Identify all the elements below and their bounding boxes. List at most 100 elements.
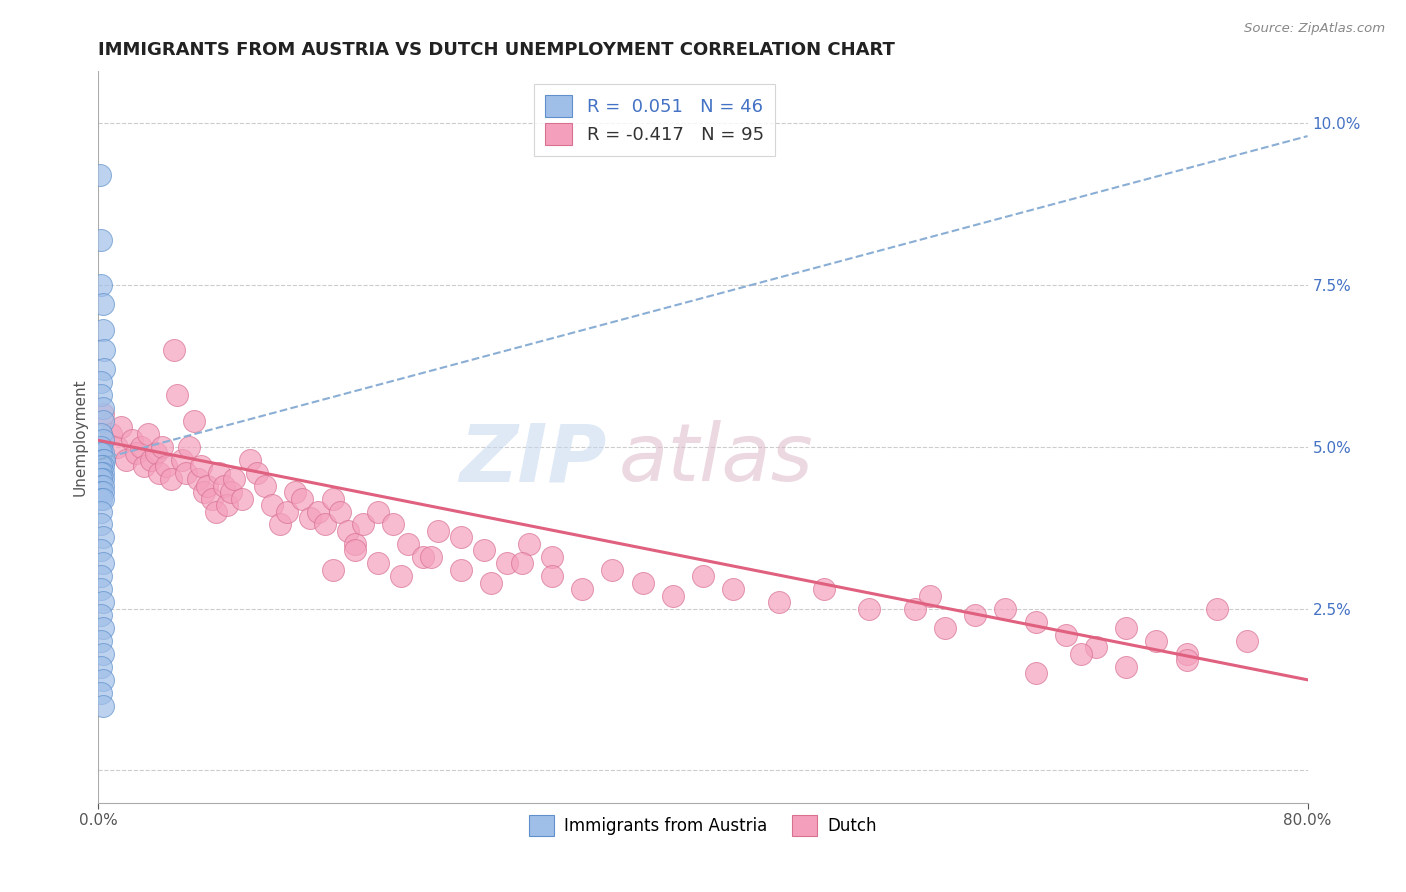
Point [412,549,434,564]
Point [382,517,405,532]
Point [90,466,112,480]
Point [1024,666,1046,681]
Point [1175,653,1198,667]
Point [90,634,112,648]
Point [170,452,193,467]
Point [160,472,183,486]
Point [813,582,835,597]
Point [145,446,167,460]
Point [1115,660,1137,674]
Point [420,549,443,564]
Point [132,459,155,474]
Point [367,557,389,571]
Point [224,472,246,486]
Point [965,608,987,623]
Point [661,589,683,603]
Point [100,426,122,441]
Point [723,582,745,597]
Point [91,673,114,687]
Point [692,569,714,583]
Point [1175,647,1198,661]
Point [291,491,314,506]
Point [91,323,114,337]
Point [90,446,112,460]
Point [190,459,212,474]
Point [495,557,517,571]
Point [90,491,112,506]
Point [90,478,112,492]
Point [91,472,114,486]
Point [322,491,344,506]
Point [994,601,1017,615]
Point [1115,621,1137,635]
Point [352,517,374,532]
Point [155,459,177,474]
Point [129,440,152,454]
Point [91,698,114,713]
Point [276,504,298,518]
Point [329,504,352,518]
Point [174,466,197,480]
Text: IMMIGRANTS FROM AUSTRIA VS DUTCH UNEMPLOYMENT CORRELATION CHART: IMMIGRANTS FROM AUSTRIA VS DUTCH UNEMPLO… [98,41,896,59]
Point [389,569,412,583]
Point [540,569,562,583]
Point [91,446,114,460]
Point [91,478,114,492]
Point [1144,634,1167,648]
Point [90,472,112,486]
Point [141,452,163,467]
Point [934,621,956,635]
Point [284,485,307,500]
Point [90,426,112,441]
Point [91,452,114,467]
Point [253,478,276,492]
Point [1206,601,1229,615]
Point [205,504,228,518]
Point [136,426,159,441]
Point [93,343,115,357]
Point [91,485,114,500]
Point [239,452,262,467]
Point [90,660,112,674]
Point [89,168,111,182]
Point [427,524,450,538]
Point [91,557,114,571]
Point [231,491,253,506]
Point [208,466,231,480]
Point [768,595,790,609]
Point [90,686,112,700]
Point [344,537,367,551]
Point [114,452,136,467]
Point [90,440,112,454]
Point [510,557,533,571]
Point [91,595,114,609]
Point [110,420,132,434]
Point [148,466,170,480]
Point [1054,627,1077,641]
Point [91,491,114,506]
Point [90,388,112,402]
Point [221,485,243,500]
Point [125,446,148,460]
Point [90,608,112,623]
Point [212,478,235,492]
Y-axis label: Unemployment: Unemployment [72,378,87,496]
Point [918,589,941,603]
Point [858,601,880,615]
Point [90,459,112,474]
Point [201,491,224,506]
Point [121,434,143,448]
Text: ZIP: ZIP [458,420,606,498]
Point [246,466,269,480]
Point [90,233,112,247]
Point [183,414,205,428]
Point [90,543,112,558]
Point [336,524,359,538]
Point [193,485,215,500]
Point [540,549,562,564]
Point [450,530,472,544]
Point [1070,647,1092,661]
Point [166,388,188,402]
Point [1085,640,1108,655]
Point [163,343,186,357]
